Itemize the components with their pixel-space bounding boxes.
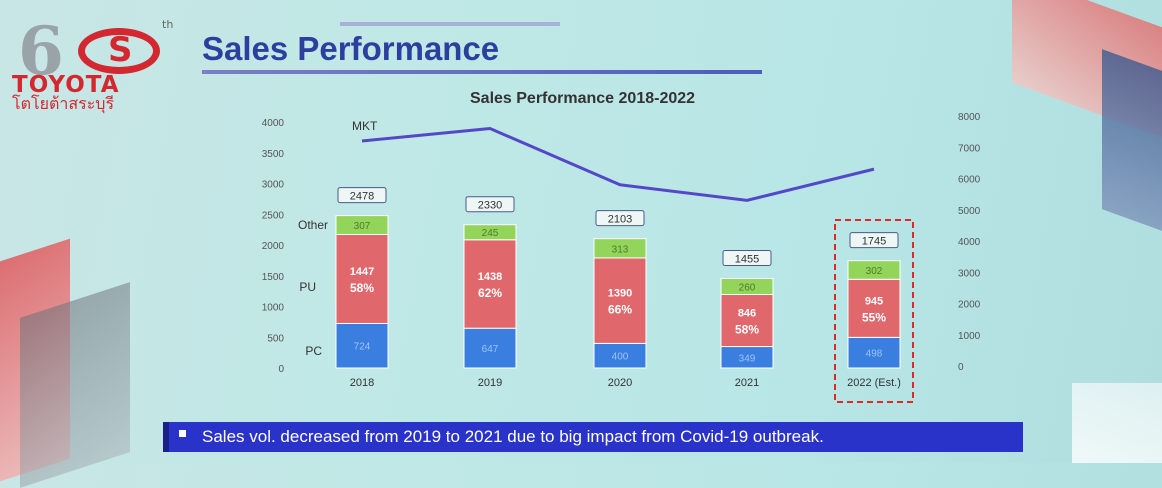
right-axis-tick: 8000 (958, 112, 981, 123)
category-label: 2021 (735, 377, 759, 389)
logo-six: 6 (18, 12, 64, 90)
percent-label-pu: 62% (478, 286, 502, 300)
right-axis-tick: 3000 (958, 268, 981, 279)
logo-ring (78, 28, 160, 74)
logo-brand-text: TOYOTA (12, 72, 120, 98)
category-label: 2019 (478, 377, 502, 389)
value-label-other: 307 (354, 221, 371, 232)
total-box (465, 196, 515, 213)
total-label: 2478 (350, 191, 374, 203)
value-label-pu: 1438 (478, 271, 502, 283)
value-label-pc: 498 (866, 349, 883, 360)
left-axis-tick: 3500 (262, 149, 285, 160)
right-axis-tick: 5000 (958, 206, 981, 217)
percent-label-pu: 58% (350, 281, 374, 295)
percent-label-pu: 58% (735, 323, 759, 337)
bar-segment-other (593, 238, 647, 259)
value-label-other: 245 (482, 228, 499, 239)
value-label-pu: 1447 (350, 266, 374, 278)
logo-superscript: th (162, 18, 174, 31)
value-label-pc: 349 (739, 353, 756, 364)
left-axis-tick: 4000 (262, 118, 285, 129)
left-axis-tick: 2500 (262, 210, 285, 221)
right-axis-tick: 2000 (958, 300, 981, 311)
decor-white-right (1072, 383, 1162, 463)
left-axis-tick: 1000 (262, 303, 285, 314)
total-box (337, 187, 387, 204)
category-label: 2018 (350, 377, 374, 389)
total-label: 2103 (608, 214, 632, 226)
sales-chart: 0 500 1000 1500 2000 2500 3000 3500 4000 0 1000 200… (262, 112, 981, 403)
bar-segment-pu (593, 257, 647, 344)
category-label: 2020 (608, 377, 632, 389)
logo-s: S (108, 30, 133, 70)
footer-note-banner: Sales vol. decreased from 2019 to 2021 d… (163, 422, 1023, 452)
bullet-icon (179, 430, 186, 437)
logo-thai-text: โตโยต้าสระบุรี (12, 94, 115, 113)
value-label-other: 313 (612, 244, 629, 255)
total-label: 1745 (862, 236, 886, 248)
total-box (849, 232, 899, 249)
mkt-line (361, 126, 875, 202)
right-axis-tick: 1000 (958, 331, 981, 342)
toyota-60th-logo: 6 S th TOYOTA โตโยต้าสระบุรี (12, 18, 182, 113)
left-axis-tick: 500 (267, 333, 284, 344)
value-label-pc: 724 (354, 342, 371, 353)
legend-pu: PU (299, 280, 316, 294)
footer-note-text: Sales vol. decreased from 2019 to 2021 d… (202, 427, 824, 446)
total-box (722, 250, 772, 267)
right-axis-tick: 6000 (958, 175, 981, 186)
bar-segment-pu (720, 294, 774, 348)
legend-other: Other (298, 218, 328, 232)
bar-segment-pu (463, 239, 517, 329)
value-label-pc: 647 (482, 344, 499, 355)
right-axis-tick: 0 (958, 362, 964, 373)
left-axis-tick: 1500 (262, 272, 285, 283)
bar-segment-pc (463, 327, 517, 369)
page-title: Sales Performance (202, 30, 500, 67)
bar-segment-pu (847, 278, 901, 338)
value-label-pc: 400 (612, 352, 629, 363)
line-label-mkt: MKT (352, 119, 378, 133)
bar-segment-pc (847, 336, 901, 369)
bar-segment-pu (335, 233, 389, 324)
bar-segment-other (335, 215, 389, 235)
category-label: 2022 (Est.) (847, 377, 901, 389)
left-axis-tick: 3000 (262, 180, 285, 191)
bar-segment-other (463, 224, 517, 241)
title-underline (202, 70, 762, 74)
value-label-other: 260 (739, 283, 756, 294)
percent-label-pu: 55% (862, 310, 886, 324)
right-axis-tick: 7000 (958, 143, 981, 154)
total-box (595, 210, 645, 227)
top-accent-bar (340, 22, 560, 26)
total-label: 1455 (735, 254, 759, 266)
value-label-pu: 846 (738, 308, 756, 320)
value-label-pu: 1390 (608, 288, 632, 300)
left-axis-tick: 0 (278, 364, 284, 375)
left-axis-tick: 2000 (262, 241, 285, 252)
value-label-pu: 945 (865, 295, 883, 307)
right-axis-tick: 4000 (958, 237, 981, 248)
value-label-other: 302 (866, 266, 883, 277)
chart-title: Sales Performance 2018-2022 (470, 90, 696, 107)
bar-segment-other (847, 260, 901, 280)
bar-segment-other (720, 278, 774, 296)
legend-pc: PC (305, 344, 322, 358)
total-label: 2330 (478, 200, 502, 212)
percent-label-pu: 66% (608, 303, 632, 317)
